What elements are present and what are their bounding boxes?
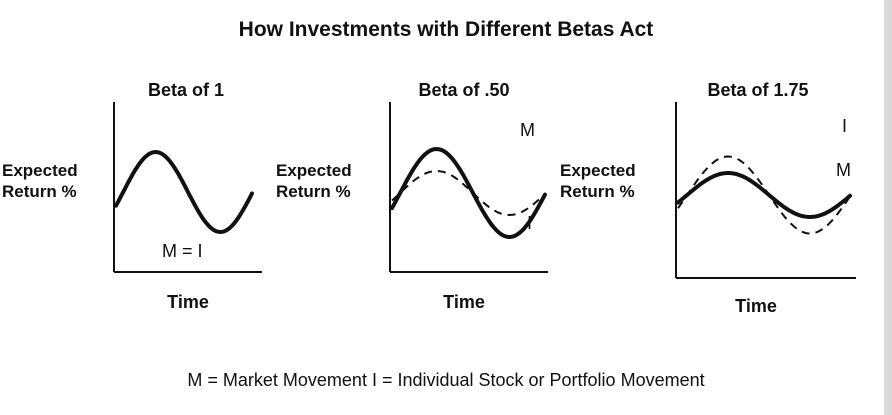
panel-3-ylabel: Expected Return % — [560, 160, 636, 202]
panel-2-ylabel-line2: Return % — [276, 182, 351, 201]
panel-2-title: Beta of .50 — [418, 80, 510, 100]
panel-1-ylabel-line2: Return % — [2, 182, 77, 201]
panel-3-xlabel: Time — [735, 296, 777, 316]
panel-1-ylabel: Expected Return % — [2, 160, 78, 202]
panel-3-series-label-m: M — [836, 160, 851, 180]
panel-3-title: Beta of 1.75 — [707, 80, 809, 100]
panel-3-ylabel-line2: Return % — [560, 182, 635, 201]
panel-1-ylabel-line1: Expected — [2, 161, 78, 180]
panel-3-axes — [675, 102, 856, 279]
panel-2-series-label-m: M — [520, 120, 535, 140]
panel-1-series-m-line — [114, 149, 254, 235]
right-edge-strip — [884, 0, 892, 415]
panel-1-xlabel: Time — [167, 292, 209, 312]
panel-2-series-m-line — [390, 146, 547, 240]
panel-1-title: Beta of 1 — [147, 80, 225, 100]
panel-1-series-label: M = I — [162, 241, 203, 261]
panel-1-axes — [113, 102, 262, 273]
panel-2-axes — [389, 102, 548, 273]
panel-2-xlabel: Time — [443, 292, 485, 312]
panel-3-series-i-line — [677, 155, 851, 235]
footnote: M = Market Movement I = Individual Stock… — [187, 370, 705, 390]
panel-2-ylabel-line1: Expected — [276, 161, 352, 180]
panel-3-series-m-line — [676, 171, 852, 220]
panel-2-series-i-line — [391, 170, 546, 217]
panel-3-series-label-i: I — [842, 116, 848, 136]
chart-title: How Investments with Different Betas Act — [238, 18, 654, 41]
panel-2-ylabel: Expected Return % — [276, 160, 352, 202]
panel-3-ylabel-line1: Expected — [560, 161, 636, 180]
